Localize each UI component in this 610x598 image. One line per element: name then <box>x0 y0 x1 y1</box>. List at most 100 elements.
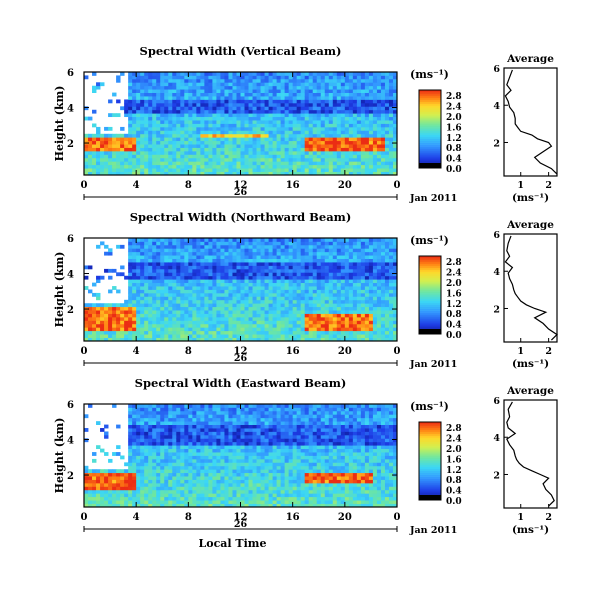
heatmap-cell <box>164 241 169 246</box>
heatmap-cell <box>212 272 217 277</box>
heatmap-cell <box>344 296 350 301</box>
heatmap-cell <box>164 168 169 172</box>
heatmap-cell <box>140 96 145 100</box>
heatmap-cell <box>96 144 101 148</box>
heatmap-cell <box>276 89 282 93</box>
heatmap-cell <box>376 316 382 321</box>
heatmap-cell <box>132 248 137 253</box>
heatmap-cell <box>84 334 89 338</box>
heatmap-cell <box>164 130 169 135</box>
heatmap-cell <box>132 493 137 498</box>
heatmap-cell <box>364 147 370 152</box>
heatmap-cell <box>388 292 394 297</box>
heatmap-cell <box>360 316 366 321</box>
heatmap-cell <box>152 327 157 332</box>
heatmap-cell <box>368 303 374 308</box>
heatmap-cell <box>276 251 282 256</box>
heatmap-cell <box>188 109 193 114</box>
heatmap-cell <box>316 147 322 152</box>
heatmap-cell <box>280 150 286 155</box>
heatmap-cell <box>148 310 153 314</box>
heatmap-cell <box>220 334 225 338</box>
heatmap-cell <box>124 489 129 494</box>
heatmap-cell <box>196 296 201 301</box>
heatmap-cell <box>116 164 121 169</box>
heatmap-cell <box>332 289 338 294</box>
colorbar-swatch <box>419 152 441 155</box>
heatmap-cell <box>288 78 294 83</box>
heatmap-cell <box>136 241 141 246</box>
heatmap-cell <box>260 89 265 93</box>
heatmap-cell <box>88 310 93 314</box>
heatmap-cell <box>156 303 161 308</box>
heatmap-cell <box>276 113 282 118</box>
heatmap-cell <box>180 303 185 308</box>
heatmap-cell <box>276 102 282 107</box>
heatmap-cell <box>128 113 133 118</box>
heatmap-cell <box>128 472 133 477</box>
heatmap-cell <box>208 334 213 338</box>
heatmap-cell <box>308 171 314 176</box>
heatmap-cell <box>232 78 237 83</box>
heatmap-cell <box>184 262 189 266</box>
heatmap-cell <box>276 313 282 318</box>
heatmap-cell <box>112 327 117 332</box>
heatmap-cell <box>184 255 189 259</box>
heatmap-cell <box>316 337 322 342</box>
heatmap-cell <box>196 251 201 256</box>
heatmap-cell <box>368 306 374 311</box>
heatmap-cell <box>304 286 310 290</box>
heatmap-cell <box>392 89 398 93</box>
heatmap-cell <box>364 140 370 145</box>
heatmap-cell <box>296 72 302 76</box>
heatmap-cell <box>172 316 177 321</box>
heatmap-cell <box>328 337 334 342</box>
heatmap-cell <box>132 476 137 480</box>
heatmap-cell <box>136 476 141 480</box>
heatmap-cell <box>240 161 245 166</box>
heatmap-cell <box>348 89 354 93</box>
heatmap-cell <box>376 292 382 297</box>
heatmap-cell <box>192 334 197 338</box>
heatmap-cell <box>292 251 298 256</box>
heatmap-cell <box>296 137 302 142</box>
heatmap-cell <box>364 113 370 118</box>
heatmap-cell <box>152 452 157 456</box>
heatmap-cell <box>324 238 330 242</box>
heatmap-cell <box>280 147 286 152</box>
heatmap-cell <box>212 106 217 111</box>
heatmap-cell <box>332 130 338 135</box>
heatmap-cell <box>332 150 338 155</box>
heatmap-cell <box>288 306 294 311</box>
heatmap-cell <box>232 330 237 335</box>
heatmap-cell <box>320 99 326 104</box>
heatmap-cell <box>256 140 261 145</box>
heatmap-cell <box>244 255 249 259</box>
heatmap-cell <box>164 448 169 453</box>
heatmap-cell <box>152 500 157 504</box>
heatmap-cell <box>332 120 338 124</box>
heatmap-cell <box>348 279 354 284</box>
heatmap-cell <box>188 85 193 90</box>
heatmap-cell <box>136 489 141 494</box>
heatmap-cell <box>212 126 217 131</box>
heatmap-cell <box>352 120 358 124</box>
heatmap-cell <box>220 99 225 104</box>
heatmap-cell <box>144 493 149 498</box>
heatmap-cell <box>176 241 181 246</box>
heatmap-cell <box>268 330 273 335</box>
heatmap-cell <box>192 164 197 169</box>
heatmap-cell <box>192 106 197 111</box>
heatmap-cell <box>136 106 141 111</box>
heatmap-cell <box>204 279 209 284</box>
heatmap-cell <box>164 82 169 87</box>
heatmap-cell <box>140 404 145 408</box>
heatmap-cell <box>88 469 93 474</box>
heatmap-cell <box>248 120 253 124</box>
heatmap-cell <box>84 157 89 162</box>
heatmap-cell <box>392 327 398 332</box>
heatmap-cell <box>224 265 229 270</box>
heatmap-cell <box>204 109 209 114</box>
heatmap-cell <box>296 147 302 152</box>
heatmap-cell <box>296 334 302 338</box>
